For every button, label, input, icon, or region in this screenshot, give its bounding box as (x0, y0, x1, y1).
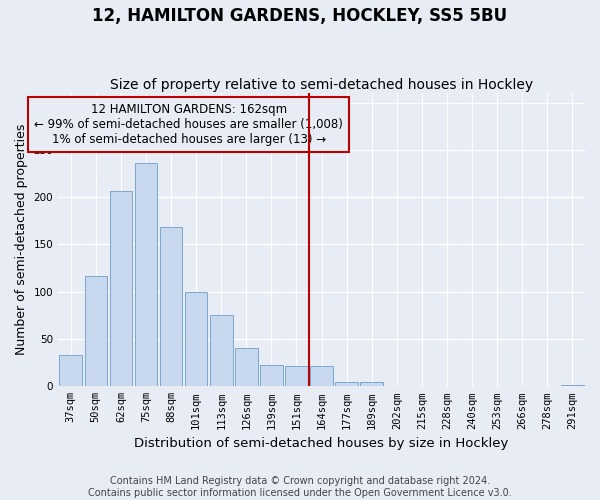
Title: Size of property relative to semi-detached houses in Hockley: Size of property relative to semi-detach… (110, 78, 533, 92)
Bar (235, 348, 257, 387)
Bar (361, 382, 383, 386)
Y-axis label: Number of semi-detached properties: Number of semi-detached properties (15, 124, 28, 356)
Text: 12, HAMILTON GARDENS, HOCKLEY, SS5 5BU: 12, HAMILTON GARDENS, HOCKLEY, SS5 5BU (92, 8, 508, 26)
Bar (335, 382, 358, 386)
Bar (310, 366, 333, 386)
X-axis label: Distribution of semi-detached houses by size in Hockley: Distribution of semi-detached houses by … (134, 437, 509, 450)
Bar (85, 276, 107, 386)
Bar (185, 292, 208, 386)
Bar (134, 163, 157, 386)
Bar (260, 364, 283, 386)
Text: 12 HAMILTON GARDENS: 162sqm
← 99% of semi-detached houses are smaller (1,008)
1%: 12 HAMILTON GARDENS: 162sqm ← 99% of sem… (34, 102, 343, 146)
Bar (210, 316, 233, 386)
Bar (110, 190, 132, 386)
Bar (59, 355, 82, 386)
Text: Contains HM Land Registry data © Crown copyright and database right 2024.
Contai: Contains HM Land Registry data © Crown c… (88, 476, 512, 498)
Bar (285, 366, 308, 386)
Bar (160, 228, 182, 386)
